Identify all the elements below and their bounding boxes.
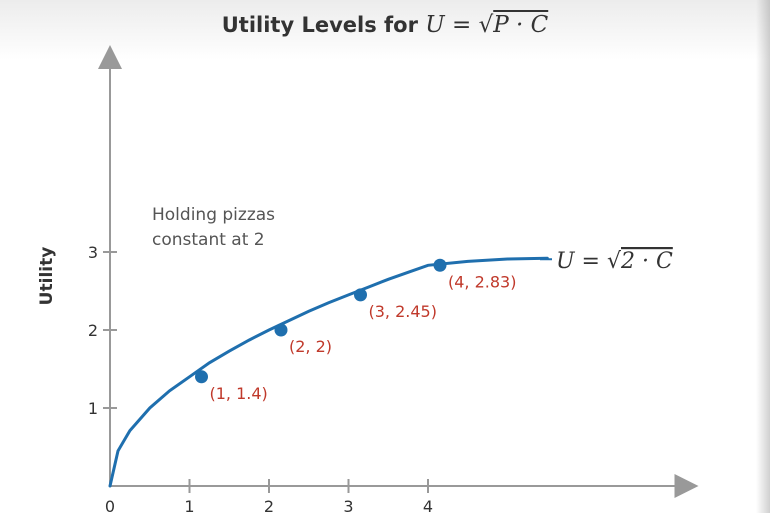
data-point-label: (3, 2.45) xyxy=(369,302,437,321)
curve-equation-label: U = √2 · C xyxy=(556,249,673,274)
chart-title-equation: U = √P · C xyxy=(425,12,548,38)
x-tick-label: 4 xyxy=(423,497,433,513)
curve-equation-lhs: U = xyxy=(556,249,607,274)
title-background xyxy=(0,0,770,60)
x-tick-label: 2 xyxy=(264,497,274,513)
curve-radical-sign: √ xyxy=(607,249,622,274)
chart-title-text: Utility Levels for xyxy=(221,13,426,37)
y-tick-label: 3 xyxy=(88,243,98,262)
title-radicand: P · C xyxy=(493,12,549,38)
y-axis-label: Utility xyxy=(37,247,57,306)
curve-radicand: 2 · C xyxy=(620,249,673,274)
data-point xyxy=(274,323,288,337)
x-tick-label: 3 xyxy=(343,497,353,513)
chart-title: Utility Levels for U = √P · C xyxy=(0,12,770,38)
data-point xyxy=(195,370,208,384)
annotation-line: constant at 2 xyxy=(152,230,265,250)
x-tick-label: 1 xyxy=(184,497,194,513)
edge-shadow xyxy=(756,0,770,513)
data-point xyxy=(354,288,367,302)
data-point-label: (2, 2) xyxy=(289,337,332,356)
data-point-label: (4, 2.83) xyxy=(448,272,516,291)
data-point xyxy=(433,258,447,272)
data-point-label: (1, 1.4) xyxy=(210,384,268,403)
annotation-note: Holding pizzas constant at 2 xyxy=(152,205,275,250)
x-tick-label: 0 xyxy=(105,497,115,513)
title-equation-lhs: U = xyxy=(425,12,479,38)
annotation-line: Holding pizzas xyxy=(152,205,275,225)
y-tick-label: 2 xyxy=(88,321,98,340)
utility-curve xyxy=(108,256,549,488)
y-tick-label: 1 xyxy=(88,399,98,418)
title-radical-sign: √ xyxy=(478,12,494,38)
